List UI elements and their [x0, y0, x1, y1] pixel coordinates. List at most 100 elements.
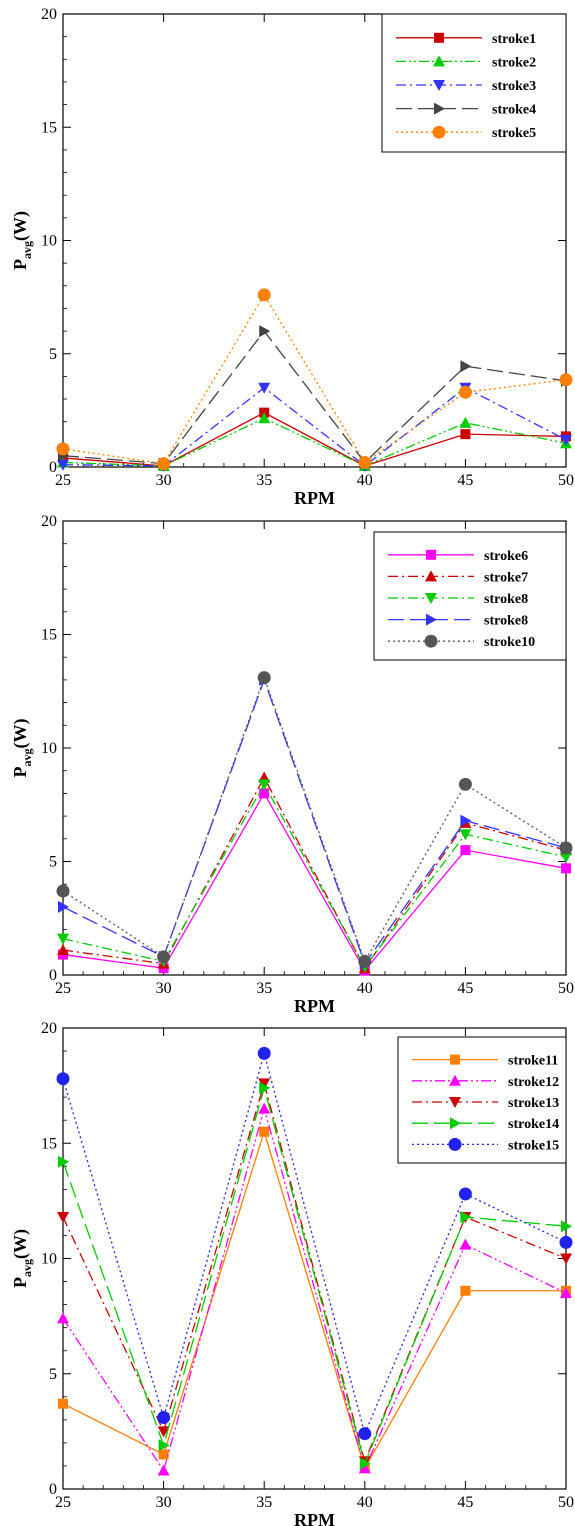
data-point — [157, 1426, 170, 1438]
legend-label: stroke14 — [508, 1117, 559, 1132]
series-stroke10 — [56, 671, 573, 968]
series-stroke3 — [57, 382, 572, 472]
legend-label: stroke7 — [484, 570, 528, 585]
data-point — [460, 845, 471, 856]
legend-marker — [449, 1097, 461, 1108]
y-tick-label: 5 — [49, 854, 57, 871]
data-point — [460, 1285, 471, 1296]
data-point — [56, 1072, 70, 1086]
series-line — [62, 677, 567, 966]
data-point — [257, 1046, 271, 1060]
legend-label: stroke4 — [492, 103, 536, 118]
x-tick-label: 35 — [256, 472, 272, 489]
legend-label: stroke3 — [492, 79, 536, 94]
data-point — [560, 434, 572, 446]
data-point — [460, 1211, 472, 1224]
legend-box — [397, 1036, 567, 1164]
legend-marker — [426, 613, 437, 626]
series-line — [62, 417, 567, 467]
data-point — [358, 1427, 372, 1441]
legend-marker — [449, 1074, 461, 1086]
legend-marker — [433, 80, 445, 91]
chart-panel-1: 25 30 35 40 45 5005101520RPMPavg(W)stroke1str… — [10, 6, 574, 508]
data-point — [57, 933, 69, 945]
x-tick-label: 50 — [558, 472, 574, 489]
data-point — [561, 863, 571, 874]
data-point — [58, 900, 69, 913]
data-point — [258, 412, 271, 424]
legend-marker — [432, 125, 446, 139]
data-point — [157, 950, 171, 964]
y-tick-label: 0 — [49, 459, 57, 476]
legend-label: stroke13 — [508, 1096, 559, 1111]
legend-label: stroke8 — [484, 592, 528, 607]
data-point — [258, 1078, 271, 1090]
y-axis-title: Pavg(W) — [10, 719, 34, 778]
y-tick-label: 5 — [49, 1366, 57, 1383]
data-point — [58, 1155, 69, 1168]
legend-label: stroke2 — [492, 55, 536, 70]
data-point — [458, 777, 472, 791]
data-point — [560, 851, 572, 863]
x-tick-label: 45 — [457, 472, 473, 489]
x-tick-label: 25 — [55, 980, 71, 997]
legend-marker — [424, 634, 438, 648]
data-point — [57, 1212, 69, 1224]
x-axis-title: RPM — [294, 488, 335, 508]
series-line — [62, 1085, 567, 1466]
data-point — [258, 779, 271, 791]
data-point — [259, 788, 270, 799]
data-point — [259, 1081, 271, 1094]
series-line — [62, 782, 567, 969]
data-point — [358, 954, 372, 968]
series-line — [62, 1106, 567, 1473]
data-point — [458, 385, 472, 399]
series-stroke11 — [58, 1126, 571, 1474]
data-point — [459, 1238, 472, 1250]
y-tick-label: 15 — [41, 1135, 57, 1152]
series-line — [62, 293, 567, 465]
data-point — [157, 1464, 170, 1476]
y-tick-label: 20 — [41, 513, 57, 530]
data-point — [359, 1457, 371, 1470]
data-point — [57, 459, 69, 471]
legend-label: stroke5 — [492, 126, 536, 141]
data-point — [158, 1439, 170, 1452]
legend-label: stroke10 — [484, 635, 535, 650]
x-axis-title: RPM — [294, 996, 335, 1016]
y-tick-label: 20 — [41, 6, 57, 23]
series-line — [62, 1129, 566, 1470]
legend-label: stroke12 — [508, 1075, 559, 1090]
chart-panel-2: 25 30 35 40 45 5005101520RPMPavg(W)stroke6str… — [10, 513, 574, 1016]
x-tick-label: 45 — [457, 980, 473, 997]
data-point — [560, 1253, 572, 1265]
legend-marker — [434, 32, 444, 43]
data-point — [258, 1102, 271, 1114]
legend-marker — [434, 102, 445, 115]
series-line — [62, 386, 567, 467]
data-point — [559, 1235, 573, 1249]
data-point — [561, 1220, 572, 1233]
series-stroke2 — [57, 412, 572, 471]
x-tick-label: 25 — [55, 472, 71, 489]
y-tick-label: 20 — [41, 1020, 57, 1037]
x-tick-label: 30 — [156, 472, 172, 489]
legend-marker — [433, 55, 445, 67]
data-point — [460, 360, 472, 373]
data-point — [257, 671, 271, 685]
data-point — [459, 829, 472, 841]
x-tick-label: 35 — [256, 980, 272, 997]
x-tick-label: 35 — [256, 1494, 272, 1511]
series-stroke15 — [56, 1046, 573, 1441]
legend-marker — [450, 1117, 461, 1130]
x-tick-label: 30 — [156, 1494, 172, 1511]
legend-marker — [425, 570, 437, 582]
data-point — [459, 416, 472, 428]
x-axis-title: RPM — [294, 1510, 335, 1526]
data-point — [458, 1187, 472, 1201]
legend: stroke1 stroke2 stroke3 stroke4 stroke5 — [381, 13, 567, 153]
data-point — [460, 814, 472, 827]
x-tick-label: 40 — [357, 980, 373, 997]
legend-marker — [426, 549, 436, 560]
